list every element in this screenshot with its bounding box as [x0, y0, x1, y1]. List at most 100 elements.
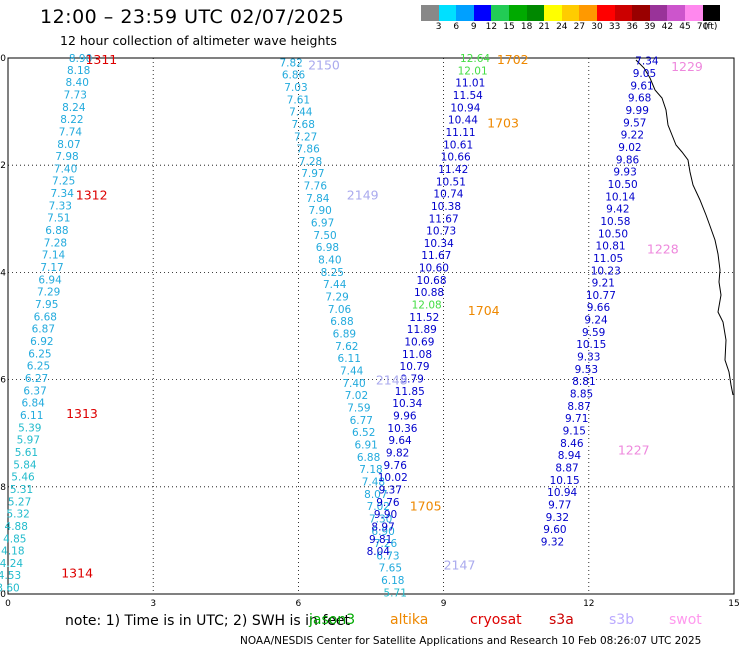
wave-height-value: 10.73 [426, 226, 456, 238]
y-tick-label: 30 [0, 590, 6, 600]
color-scale-label: 45 [679, 22, 691, 32]
wave-height-value: 8.46 [560, 438, 584, 450]
wave-height-value: 9.57 [623, 117, 646, 129]
wave-height-value: 7.40 [342, 378, 365, 390]
color-swatch [473, 5, 492, 21]
wave-height-value: 10.51 [436, 176, 466, 188]
track-label: 1227 [618, 442, 650, 457]
wave-height-value: 6.98 [316, 242, 339, 254]
wave-height-value: 7.90 [308, 205, 331, 217]
wave-height-value: 7.02 [367, 501, 390, 513]
color-scale-label: 12 [485, 22, 498, 32]
wave-height-value: 9.32 [541, 536, 564, 548]
wave-height-value: 5.46 [11, 472, 35, 484]
wave-height-value: 9.76 [384, 460, 408, 472]
wave-height-value: 5.97 [17, 435, 40, 447]
wave-height-value: 6.68 [34, 311, 57, 323]
satellite-legend-item: s3a [549, 612, 574, 628]
wave-height-values: 8.908.188.407.738.248.227.748.077.987.40… [0, 53, 659, 599]
wave-height-value: 9.99 [626, 105, 649, 117]
wave-height-value: 7.34 [635, 56, 659, 68]
wave-height-value: 9.60 [543, 524, 566, 536]
x-tick-label: 12 [583, 599, 594, 609]
wave-height-value: 6.90 [371, 526, 394, 538]
color-scale-label: (ft) [703, 22, 718, 32]
color-swatch [632, 5, 650, 21]
map-grid [7, 57, 735, 595]
wave-height-value: 12.01 [458, 65, 488, 77]
color-scale-label: 30 [591, 22, 603, 32]
wave-height-value: 7.27 [294, 131, 317, 143]
wave-height-value: 7.73 [64, 89, 87, 101]
color-swatch [438, 5, 457, 21]
wave-height-value: 11.67 [429, 213, 459, 225]
wave-height-value: 8.81 [572, 376, 595, 388]
wave-height-value: 11.08 [402, 349, 432, 361]
wave-height-value: 4.24 [0, 558, 23, 570]
wave-height-value: 7.51 [47, 213, 70, 225]
wave-height-value: 6.77 [350, 415, 373, 427]
track-label: 1229 [671, 59, 703, 74]
wave-height-value: 9.33 [577, 352, 600, 364]
wave-height-value: 12.64 [460, 53, 490, 65]
wave-height-value: 7.30 [369, 513, 392, 525]
wave-height-value: 10.02 [378, 472, 408, 484]
wave-height-value: 10.15 [550, 475, 580, 487]
color-scale-label: 15 [503, 22, 515, 32]
wave-height-value: 10.50 [608, 179, 638, 191]
color-swatch [544, 5, 562, 21]
wave-height-value: 9.22 [621, 130, 644, 142]
wave-height-value: 9.61 [630, 80, 653, 92]
color-swatch [614, 5, 633, 21]
wave-height-value: 6.84 [21, 398, 45, 410]
wave-height-value: 11.52 [409, 312, 439, 324]
x-tick-label: 3 [150, 599, 156, 609]
wave-height-value: 7.17 [40, 262, 63, 274]
wave-height-value: 7.98 [55, 151, 78, 163]
wave-height-value: 7.28 [299, 156, 322, 168]
color-swatch [491, 5, 509, 21]
color-scale-label: 21 [538, 22, 550, 32]
wave-height-value: 6.73 [376, 550, 399, 562]
wave-height-value: 9.37 [379, 484, 402, 496]
wave-height-value: 10.23 [591, 265, 621, 277]
wave-height-value: 6.25 [28, 348, 51, 360]
wave-height-value: 9.82 [386, 447, 409, 459]
wave-height-value: 5.71 [384, 587, 407, 599]
wave-height-value: 8.04 [367, 546, 391, 558]
wave-height-value: 7.62 [335, 341, 358, 353]
wave-height-value: 8.40 [66, 77, 89, 89]
color-scale-label: 3 [435, 22, 442, 32]
color-swatch [456, 5, 474, 21]
color-swatch [596, 5, 615, 21]
wave-height-value: 7.97 [301, 168, 324, 180]
wave-height-value: 7.34 [51, 188, 75, 200]
wave-height-value: 3.60 [0, 583, 20, 595]
wave-height-value: 7.76 [304, 181, 328, 193]
color-swatch [561, 5, 580, 21]
x-tick-label: 6 [296, 599, 302, 609]
wave-height-value: 9.79 [400, 374, 423, 386]
wave-height-value: 8.07 [57, 139, 80, 151]
wave-height-value: 11.85 [395, 386, 425, 398]
wave-height-value: 10.79 [400, 361, 430, 373]
wave-height-value: 9.93 [613, 167, 636, 179]
color-swatch [579, 5, 597, 21]
wave-height-value: 5.31 [10, 484, 33, 496]
wave-height-value: 7.84 [306, 193, 330, 205]
color-scale-label: 9 [470, 22, 477, 32]
wave-height-value: 6.94 [38, 274, 62, 286]
wave-height-value: 7.61 [287, 94, 310, 106]
wave-height-value: 6.11 [338, 353, 361, 365]
track-label: 1705 [410, 499, 442, 514]
track-labels: 1311 1312 1313 1314 2150 2149 2148 2147 1702 1703… [61, 52, 703, 580]
wave-height-value: 8.24 [62, 102, 86, 114]
wave-height-value: 9.71 [565, 413, 588, 425]
wave-height-value: 5.27 [8, 496, 31, 508]
wave-height-value: 9.86 [616, 154, 640, 166]
wave-height-value: 10.34 [392, 398, 422, 410]
wave-height-value: 11.42 [438, 164, 468, 176]
wave-height-value: 7.40 [54, 163, 77, 175]
wave-height-value: 6.18 [381, 575, 404, 587]
